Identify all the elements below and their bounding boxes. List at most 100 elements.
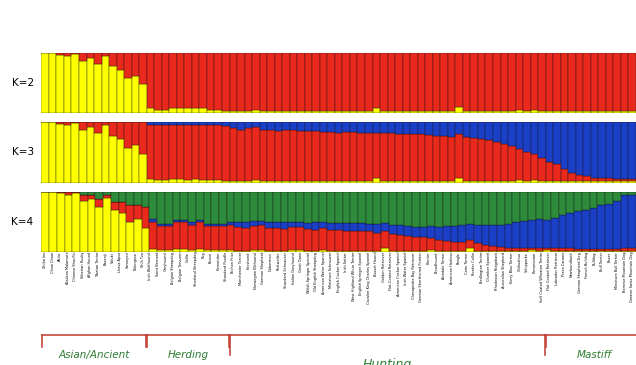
- Bar: [290, 181, 297, 182]
- Bar: [312, 181, 320, 182]
- Bar: [606, 181, 613, 182]
- Bar: [590, 249, 597, 251]
- Bar: [621, 192, 628, 195]
- Bar: [432, 181, 440, 182]
- Text: K=3: K=3: [11, 147, 34, 157]
- Bar: [80, 201, 88, 252]
- Bar: [188, 250, 196, 252]
- Bar: [505, 251, 513, 252]
- Bar: [493, 142, 501, 181]
- Text: Bloodhound: Bloodhound: [434, 252, 439, 273]
- Bar: [242, 251, 250, 252]
- Text: Newfoundland: Newfoundland: [570, 252, 574, 277]
- Text: Irish Setter: Irish Setter: [344, 252, 348, 272]
- Bar: [165, 223, 172, 226]
- Bar: [536, 251, 543, 252]
- Bar: [64, 56, 71, 113]
- Bar: [245, 122, 252, 128]
- Bar: [335, 111, 342, 113]
- Text: Greyhound: Greyhound: [163, 252, 167, 272]
- Bar: [88, 195, 95, 199]
- Text: Saint Bernard: Saint Bernard: [156, 252, 160, 276]
- Bar: [621, 122, 628, 179]
- Bar: [597, 251, 605, 252]
- Bar: [381, 231, 389, 248]
- Bar: [403, 53, 410, 111]
- Bar: [474, 192, 481, 225]
- Bar: [443, 192, 451, 226]
- Bar: [357, 122, 365, 132]
- Bar: [621, 251, 628, 252]
- Bar: [621, 111, 628, 113]
- Bar: [613, 249, 621, 251]
- Bar: [443, 251, 451, 252]
- Bar: [497, 192, 505, 225]
- Bar: [157, 223, 165, 226]
- Bar: [335, 192, 343, 223]
- Bar: [328, 53, 335, 111]
- Bar: [342, 53, 350, 111]
- Text: Standard Schnauzer: Standard Schnauzer: [284, 252, 288, 288]
- Bar: [410, 134, 418, 181]
- Bar: [211, 192, 219, 223]
- Bar: [553, 122, 561, 165]
- Bar: [192, 53, 200, 108]
- Bar: [172, 220, 181, 222]
- Bar: [319, 228, 327, 250]
- Bar: [162, 180, 169, 182]
- Bar: [561, 122, 568, 169]
- Bar: [162, 125, 169, 180]
- Bar: [357, 132, 365, 181]
- Bar: [553, 165, 561, 181]
- Bar: [328, 181, 335, 182]
- Bar: [485, 122, 493, 141]
- Bar: [590, 208, 597, 249]
- Bar: [245, 181, 252, 182]
- Bar: [196, 192, 204, 220]
- Bar: [184, 122, 192, 125]
- Bar: [425, 122, 432, 135]
- Bar: [425, 135, 432, 181]
- Text: Belgian Tervuren: Belgian Tervuren: [179, 252, 183, 281]
- Bar: [204, 223, 211, 226]
- Bar: [380, 122, 387, 133]
- Bar: [628, 111, 636, 113]
- Bar: [516, 110, 523, 113]
- Text: K=2: K=2: [11, 78, 34, 88]
- Bar: [497, 251, 505, 252]
- Bar: [343, 251, 350, 252]
- Bar: [621, 53, 628, 111]
- Bar: [250, 226, 258, 250]
- Bar: [296, 222, 304, 227]
- Text: Irish Water Spaniel: Irish Water Spaniel: [404, 252, 408, 285]
- Bar: [327, 223, 335, 230]
- Bar: [177, 125, 184, 179]
- Bar: [523, 53, 530, 111]
- Text: Beagle: Beagle: [457, 252, 461, 264]
- Bar: [410, 122, 418, 134]
- Bar: [582, 249, 590, 251]
- Bar: [267, 130, 275, 181]
- Bar: [546, 122, 553, 162]
- Bar: [265, 222, 273, 228]
- Bar: [418, 181, 425, 182]
- Bar: [613, 251, 621, 252]
- Bar: [583, 122, 591, 177]
- Bar: [280, 222, 289, 229]
- Bar: [546, 162, 553, 181]
- Bar: [147, 179, 155, 182]
- Bar: [245, 111, 252, 113]
- Bar: [373, 251, 381, 252]
- Bar: [312, 53, 320, 111]
- Bar: [501, 111, 508, 113]
- Bar: [387, 122, 395, 133]
- Bar: [508, 111, 516, 113]
- Bar: [432, 111, 440, 113]
- Bar: [64, 53, 71, 56]
- Bar: [252, 127, 259, 180]
- Bar: [64, 195, 73, 252]
- Bar: [94, 64, 102, 113]
- Bar: [207, 110, 214, 113]
- Text: German Shepherd Dog: German Shepherd Dog: [577, 252, 581, 293]
- Bar: [49, 122, 57, 182]
